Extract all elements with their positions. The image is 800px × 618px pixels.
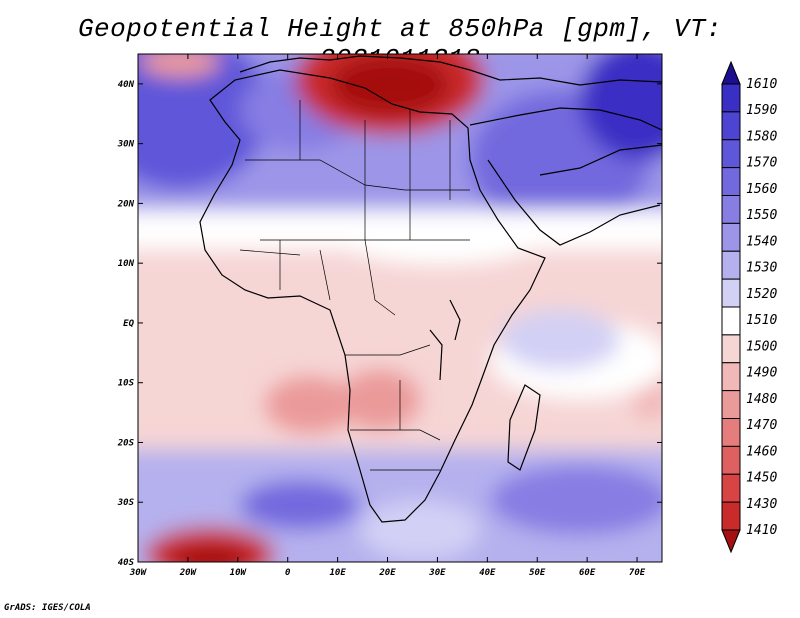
- colorbar-segment: [721, 362, 741, 392]
- colorbar-label: 1490: [746, 366, 777, 381]
- colorbar-label: 1590: [746, 103, 777, 118]
- colorbar-bottom-arrow: [721, 529, 741, 554]
- colorbar-label: 1410: [746, 523, 777, 538]
- country-borders: [239, 100, 470, 471]
- colorbar-label: 1570: [746, 156, 777, 171]
- colorbar-label: 1520: [746, 287, 777, 302]
- colorbar: 1610 1590 1580 1570 1560 1550 1540 1530 1520 1510…: [721, 60, 777, 554]
- lat-label: 10S: [118, 379, 135, 389]
- lon-label: 10E: [329, 568, 346, 578]
- credit-label: GrADS: IGES/COLA: [4, 603, 91, 613]
- latitude-axis: 40N 30N 20N 10N EQ 10S 20S 30S 40S: [117, 80, 662, 568]
- colorbar-label: 1550: [746, 208, 777, 223]
- colorbar-top-arrow: [721, 60, 741, 85]
- lon-label: 0: [285, 568, 291, 578]
- lat-label: 40S: [118, 558, 135, 568]
- lat-label: EQ: [123, 319, 134, 329]
- lat-label: 30N: [117, 140, 135, 150]
- lon-label: 10W: [230, 568, 248, 578]
- colorbar-segment: [721, 334, 741, 364]
- lat-label: 30S: [117, 498, 135, 508]
- colorbar-label: 1430: [746, 497, 777, 512]
- longitude-axis: 30W 20W 10W 0 10E 20E 30E 40E 50E 60E 70E: [129, 54, 646, 578]
- colorbar-segment: [721, 195, 741, 224]
- colorbar-segment: [721, 167, 741, 196]
- colorbar-segment: [721, 501, 741, 531]
- lon-label: 50E: [529, 568, 546, 578]
- lon-label: 20E: [378, 568, 396, 578]
- height-field: [138, 54, 662, 562]
- lon-label: 40E: [479, 568, 496, 578]
- lat-label: 20N: [117, 199, 135, 209]
- lat-label: 40N: [118, 80, 135, 90]
- lon-label: 30E: [428, 568, 446, 578]
- colorbar-label: 1500: [746, 339, 777, 354]
- colorbar-segment: [721, 473, 741, 503]
- lon-label: 70E: [629, 568, 646, 578]
- colorbar-segment: [721, 306, 741, 336]
- colorbar-label: 1450: [746, 471, 777, 486]
- colorbar-segment: [721, 222, 741, 252]
- colorbar-label: 1610: [746, 77, 777, 92]
- colorbar-segment: [721, 278, 741, 308]
- lat-label: 10N: [118, 259, 135, 269]
- colorbar-segment: [721, 418, 741, 447]
- colorbar-segment: [721, 445, 741, 475]
- colorbar-label: 1560: [746, 182, 777, 197]
- coastlines: [199, 55, 662, 523]
- map-frame: [137, 53, 663, 563]
- colorbar-label: 1470: [746, 418, 777, 433]
- colorbar-label: 1530: [746, 261, 777, 276]
- colorbar-label: 1540: [746, 234, 777, 249]
- lon-label: 20W: [179, 568, 198, 578]
- colorbar-label: 1480: [746, 392, 777, 407]
- colorbar-segment: [721, 139, 741, 169]
- lon-label: 30W: [129, 568, 148, 578]
- colorbar-label: 1460: [746, 444, 777, 459]
- colorbar-segment: [721, 83, 741, 113]
- colorbar-label: 1580: [746, 129, 777, 144]
- colorbar-segment: [721, 250, 741, 280]
- lat-label: 20S: [117, 438, 135, 448]
- colorbar-segment: [721, 111, 741, 141]
- colorbar-label: 1510: [746, 313, 777, 328]
- lon-label: 60E: [579, 568, 596, 578]
- colorbar-segment: [721, 390, 741, 419]
